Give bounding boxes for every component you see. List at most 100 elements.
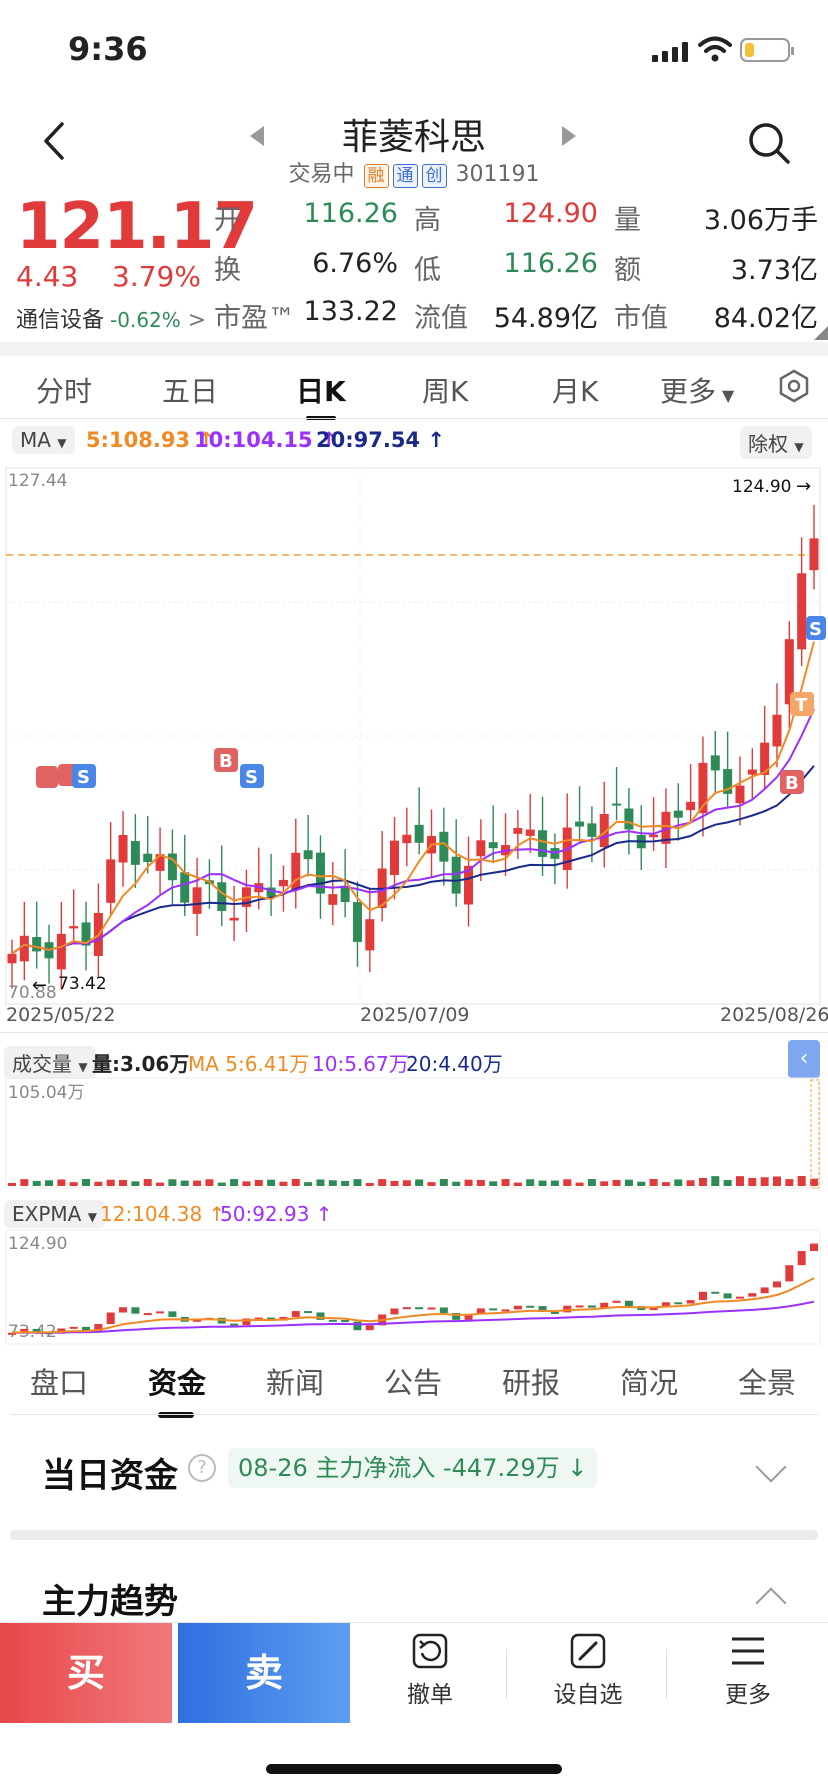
candle [698, 762, 708, 814]
volume-max-label: 105.04万 [8, 1083, 85, 1103]
tab-weekly-k[interactable]: 周K [422, 375, 469, 408]
volume-bar [242, 1181, 251, 1186]
expma-candle [624, 1300, 633, 1307]
volume-bar [563, 1179, 572, 1186]
tab-more[interactable]: 更多 ▼ [660, 370, 734, 410]
svg-text:B: B [219, 751, 233, 772]
volume-bar [205, 1179, 214, 1186]
volume-bar [254, 1179, 263, 1186]
ma10-label: 10:104.15 [194, 428, 313, 452]
buy-marker-icon [36, 766, 58, 788]
expma-top-label: 124.90 [8, 1234, 68, 1254]
tab-research[interactable]: 研报 [502, 1366, 561, 1400]
volume-bar [131, 1181, 140, 1186]
divider [0, 418, 828, 419]
candle [365, 919, 375, 951]
t-marker-icon [790, 692, 814, 716]
divider [10, 1414, 818, 1415]
svg-text:B: B [785, 773, 799, 794]
back-icon[interactable] [36, 116, 76, 166]
volume-bar [402, 1180, 411, 1186]
collapse-panel-icon[interactable]: ‹ [788, 1040, 820, 1078]
expma12-line [11, 1277, 815, 1334]
cancel-order-icon [412, 1633, 448, 1669]
field-value: 3.06万手 [703, 205, 818, 236]
net-inflow-text: 08-26 主力净流入 -447.29万 [238, 1454, 560, 1482]
adjust-selector[interactable]: 除权 ▼ [740, 426, 812, 459]
volume-highlight [810, 1079, 820, 1189]
tab-announcements[interactable]: 公告 [384, 1366, 443, 1400]
tab-orderbook[interactable]: 盘口 [30, 1366, 89, 1400]
expma-candle [365, 1325, 374, 1331]
volume-bar [427, 1182, 436, 1186]
settings-icon[interactable] [776, 368, 812, 404]
next-stock-icon[interactable] [562, 126, 576, 146]
field-label: 额 [614, 255, 641, 286]
volume-bar [476, 1179, 485, 1186]
expma-candle [131, 1307, 140, 1314]
trading-status: 交易中 [288, 162, 355, 187]
prev-stock-icon[interactable] [250, 126, 264, 146]
candle [451, 856, 461, 894]
buy-button[interactable]: 买 [0, 1623, 172, 1723]
tab-profile[interactable]: 简况 [620, 1366, 679, 1400]
industry-link[interactable]: 通信设备 -0.62% > [16, 302, 206, 334]
expand-corner-icon[interactable] [814, 326, 828, 340]
expma12-label: 12:104.38 [100, 1202, 203, 1226]
expma-candle [513, 1305, 522, 1310]
volume-bar [612, 1179, 621, 1186]
volume-bar [69, 1182, 78, 1186]
volume-bar [267, 1179, 276, 1186]
more-button[interactable]: 更多 [688, 1631, 808, 1709]
tab-overview[interactable]: 全景 [738, 1366, 797, 1400]
expma-candle [291, 1311, 300, 1317]
search-icon[interactable] [744, 118, 794, 168]
tab-daily-k[interactable]: 日K [296, 370, 346, 420]
sell-button[interactable]: 卖 [178, 1623, 350, 1723]
volume-bar [489, 1181, 498, 1186]
tab-five-day[interactable]: 五日 [162, 375, 219, 408]
home-indicator [266, 1764, 562, 1774]
tab-news[interactable]: 新闻 [266, 1366, 325, 1400]
expma-selector[interactable]: EXPMA ▼ [4, 1200, 105, 1228]
candle [439, 831, 449, 862]
candle [81, 922, 91, 946]
volume-bar [119, 1179, 128, 1186]
cancel-order-button[interactable]: 撤单 [370, 1631, 490, 1709]
chevron-up-icon[interactable] [755, 1587, 787, 1619]
candle [180, 872, 190, 903]
tab-intraday[interactable]: 分时 [36, 375, 93, 408]
volume-bar [748, 1177, 757, 1186]
field-label: 换 [214, 255, 241, 286]
kline-chart[interactable]: 127.44 70.88 124.90 → ← 73.42 B S S B T … [0, 466, 828, 1036]
volume-bar [20, 1179, 29, 1186]
volume-bar [8, 1183, 16, 1186]
tab-monthly-k[interactable]: 月K [552, 375, 599, 408]
indicator-selector[interactable]: MA ▼ [12, 426, 75, 454]
section-divider [10, 1530, 818, 1540]
tag-margin: 融 [363, 164, 389, 188]
candle [686, 801, 696, 811]
adjust-label: 除权 [748, 432, 788, 456]
chevron-down-icon[interactable] [755, 1451, 787, 1483]
help-icon[interactable]: ? [188, 1454, 216, 1482]
volume-bar [649, 1179, 658, 1186]
volume-bar [143, 1179, 152, 1186]
tag-chinext: 创 [421, 164, 447, 188]
indicator-label: MA [20, 428, 51, 452]
volume-selector[interactable]: 成交量 ▼ [4, 1046, 96, 1079]
candle [167, 853, 177, 881]
expma-candle [427, 1307, 436, 1310]
volume-bar [82, 1179, 91, 1186]
expma-candle [526, 1305, 535, 1308]
volume-bar [168, 1179, 177, 1186]
add-watchlist-button[interactable]: 设自选 [528, 1631, 648, 1709]
candle [32, 937, 42, 952]
expma-candle [723, 1293, 732, 1299]
y-top-label: 127.44 [8, 471, 67, 491]
candle [303, 850, 313, 860]
tab-funds[interactable]: 资金 [148, 1360, 206, 1418]
candle [723, 769, 733, 794]
candle [291, 852, 301, 890]
candle [278, 879, 288, 887]
